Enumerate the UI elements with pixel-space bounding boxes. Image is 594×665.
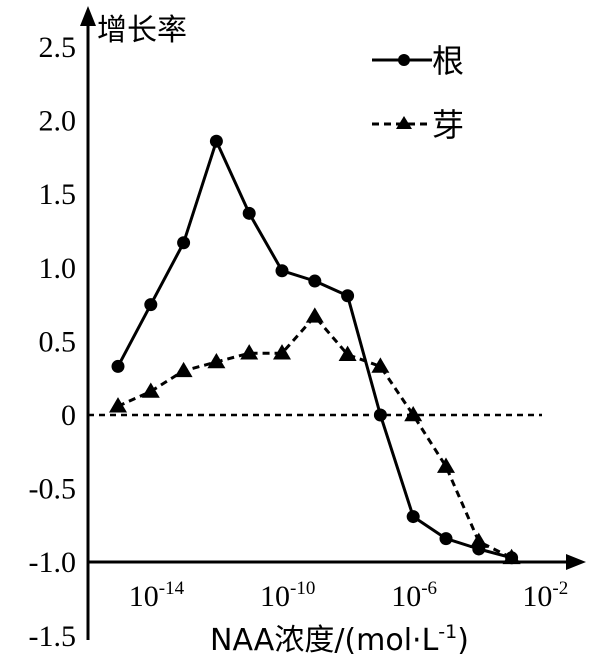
x-tick-base: 10 xyxy=(260,580,290,613)
x-tick-exp: -6 xyxy=(421,578,437,599)
data-point-bud xyxy=(305,307,324,323)
y-axis-arrow xyxy=(80,6,96,26)
data-point-bud xyxy=(404,406,423,422)
data-point-bud xyxy=(207,353,226,369)
y-axis-title: 增长率 xyxy=(97,13,187,48)
legend: 根 芽 xyxy=(372,42,464,144)
x-tick-label: 10-6 xyxy=(391,578,437,613)
x-axis-title: NAA浓度/(mol·L-1) xyxy=(210,621,469,658)
data-point-bud xyxy=(273,344,291,360)
y-tick-label: 1.0 xyxy=(39,252,77,285)
y-tick-label: -1.5 xyxy=(29,620,77,653)
data-point-bud xyxy=(371,357,390,373)
data-point-bud xyxy=(502,548,521,565)
x-tick-exp: -10 xyxy=(290,578,315,599)
y-tick-label: 0.5 xyxy=(39,325,77,358)
data-point-root xyxy=(439,532,453,546)
y-tick-labels: 2.5 2.0 1.5 1.0 0.5 0 -0.5 -1.0 -1.5 xyxy=(29,31,77,653)
x-axis-title-close: ) xyxy=(457,623,469,658)
data-point-root xyxy=(177,236,191,250)
data-point-root xyxy=(341,289,355,303)
y-tick-label: 2.0 xyxy=(39,105,77,138)
data-point-bud xyxy=(437,457,455,473)
legend-item-root: 根 xyxy=(372,42,464,80)
y-tick-label: 1.5 xyxy=(39,178,77,211)
legend-marker-root xyxy=(398,54,410,66)
data-point-root xyxy=(406,510,420,524)
data-point-root xyxy=(111,359,125,373)
series-line-root xyxy=(116,139,512,560)
x-axis-title-sup: -1 xyxy=(438,621,457,643)
data-point-bud xyxy=(141,382,160,398)
x-tick-exp: -2 xyxy=(552,578,568,599)
x-tick-base: 10 xyxy=(129,580,159,613)
data-point-bud xyxy=(174,361,193,378)
data-point-bud xyxy=(469,532,488,548)
x-axis-title-main: NAA浓度/(mol·L xyxy=(210,623,439,658)
y-tick-label: 0 xyxy=(61,399,76,432)
x-tick-label: 10-2 xyxy=(522,578,568,613)
data-point-root xyxy=(144,298,158,312)
x-axis-arrow xyxy=(566,554,586,570)
legend-marker-bud xyxy=(396,116,412,129)
legend-label-bud: 芽 xyxy=(432,106,464,144)
x-tick-label: 10-10 xyxy=(260,578,315,613)
y-tick-label: 2.5 xyxy=(39,31,77,64)
data-point-root xyxy=(373,408,387,422)
data-point-root xyxy=(275,264,289,278)
series-line-bud xyxy=(117,314,513,560)
data-point-bud xyxy=(240,344,259,360)
x-tick-labels: 10-14 10-10 10-6 10-2 xyxy=(129,578,568,613)
data-point-bud xyxy=(109,397,127,413)
x-tick-base: 10 xyxy=(391,580,421,613)
data-point-bud xyxy=(338,345,357,361)
data-point-root xyxy=(242,206,256,220)
legend-item-bud: 芽 xyxy=(372,106,464,144)
y-tick-label: -0.5 xyxy=(29,473,77,506)
x-tick-label: 10-14 xyxy=(129,578,185,613)
data-point-root xyxy=(209,134,223,148)
x-tick-exp: -14 xyxy=(159,578,185,599)
x-tick-base: 10 xyxy=(522,580,552,613)
series-layer xyxy=(109,134,521,565)
y-tick-label: -1.0 xyxy=(29,546,77,579)
data-point-root xyxy=(308,274,322,288)
legend-label-root: 根 xyxy=(432,42,464,80)
